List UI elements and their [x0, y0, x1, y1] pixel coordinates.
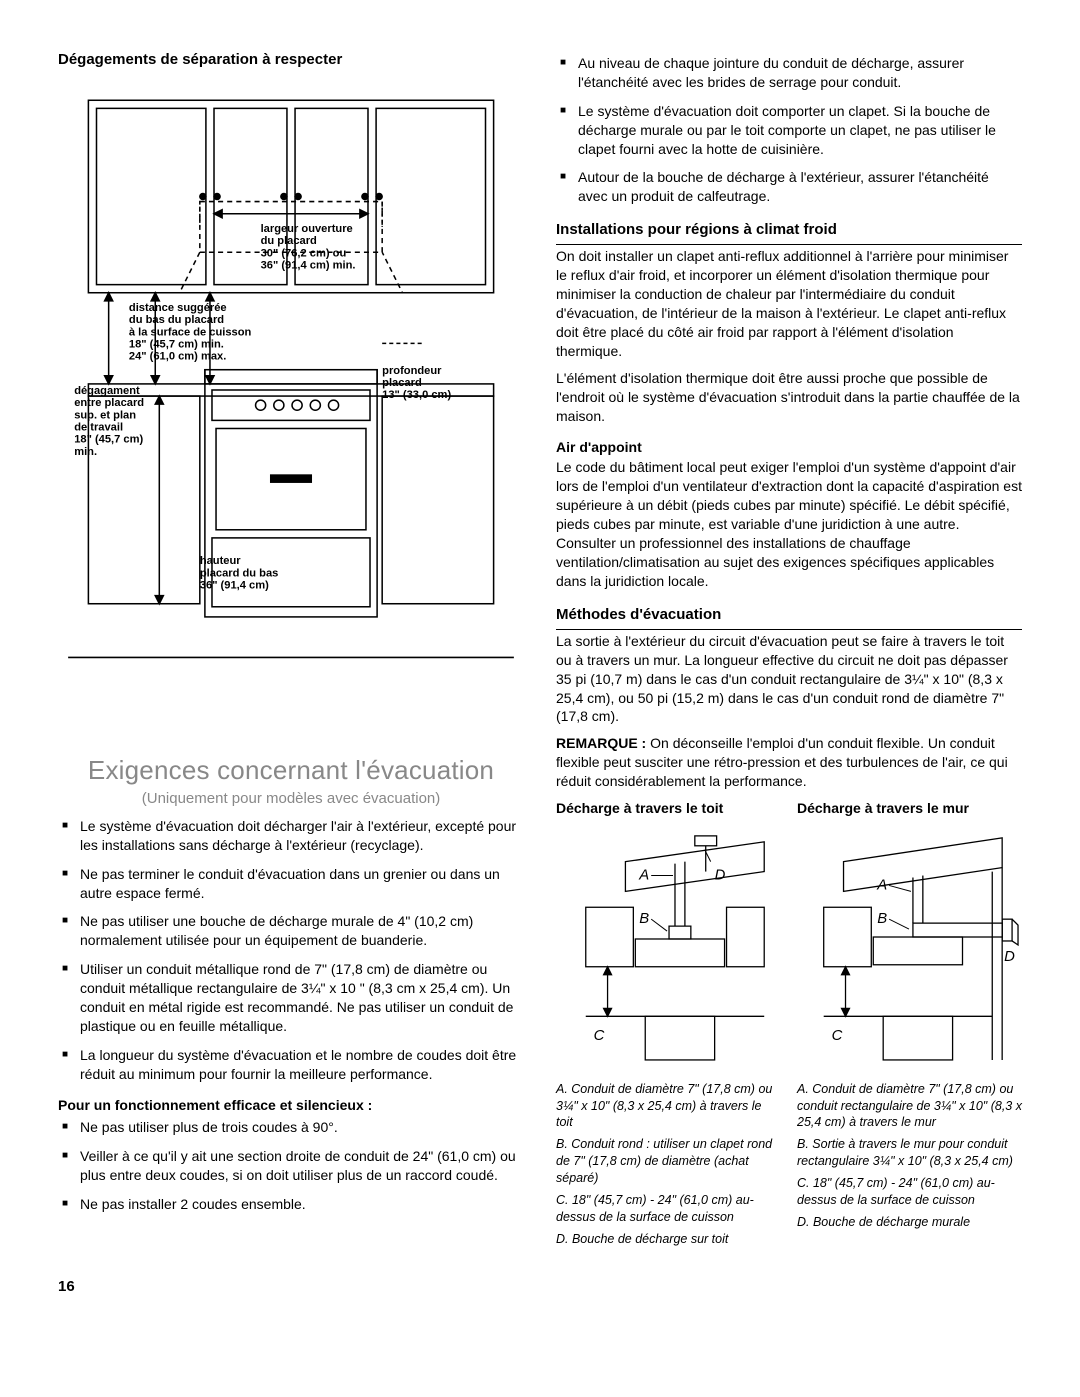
svg-text:D: D [1004, 949, 1015, 965]
legend-item: C. 18" (45,7 cm) - 24" (61,0 cm) au-dess… [556, 1192, 781, 1226]
clearance-diagram: largeur ouverture du placard 30" (76,2 c… [58, 80, 524, 733]
venting-diagrams: A D B C [556, 822, 1022, 1075]
page-number: 16 [58, 1277, 1022, 1297]
venting-methods-para: La sortie à l'extérieur du circuit d'éva… [556, 632, 1022, 726]
svg-text:C: C [594, 1028, 605, 1044]
bullet-item: La longueur du système d'évacuation et l… [58, 1046, 524, 1084]
cold-climate-heading: Installations pour régions à climat froi… [556, 220, 1022, 245]
remark-label: REMARQUE : [556, 735, 646, 751]
svg-text:13" (33,0 cm): 13" (33,0 cm) [382, 389, 451, 401]
bullet-item: Le système d'évacuation doit comporter u… [556, 102, 1022, 159]
bullet-item: Le système d'évacuation doit décharger l… [58, 817, 524, 855]
svg-text:entre placard: entre placard [74, 397, 144, 409]
svg-text:C: C [832, 1028, 843, 1044]
svg-text:distance suggérée: distance suggérée [129, 302, 227, 314]
makeup-air-para: Le code du bâtiment local peut exiger l'… [556, 458, 1022, 590]
svg-text:du bas du placard: du bas du placard [129, 314, 224, 326]
legends-row: A. Conduit de diamètre 7" (17,8 cm) ou 3… [556, 1081, 1022, 1253]
legend-item: C. 18" (45,7 cm) - 24" (61,0 cm) au-dess… [797, 1175, 1022, 1209]
roof-discharge-title: Décharge à travers le toit [556, 799, 781, 818]
svg-text:36" (91,4 cm): 36" (91,4 cm) [200, 580, 269, 592]
left-column: Dégagements de séparation à respecter [58, 50, 524, 1253]
wall-legend: A. Conduit de diamètre 7" (17,8 cm) ou c… [797, 1081, 1022, 1253]
svg-text:18" (45,7 cm): 18" (45,7 cm) [74, 434, 143, 446]
venting-requirements-title: Exigences concernant l'évacuation [58, 753, 524, 788]
svg-text:hauteur: hauteur [200, 555, 241, 567]
bullet-item: Ne pas terminer le conduit d'évacuation … [58, 865, 524, 903]
svg-text:placard du bas: placard du bas [200, 568, 279, 580]
bullet-item: Ne pas installer 2 coudes ensemble. [58, 1195, 524, 1214]
venting-bullets-1: Le système d'évacuation doit décharger l… [58, 817, 524, 1084]
legend-item: A. Conduit de diamètre 7" (17,8 cm) ou 3… [556, 1081, 781, 1132]
wall-discharge-title: Décharge à travers le mur [797, 799, 1022, 818]
cold-para-1: On doit installer un clapet anti-reflux … [556, 247, 1022, 360]
svg-text:du placard: du placard [261, 235, 317, 247]
legend-item: B. Conduit rond : utiliser un clapet ron… [556, 1136, 781, 1187]
clearances-heading: Dégagements de séparation à respecter [58, 50, 524, 70]
venting-subtitle: (Uniquement pour modèles avec évacuation… [58, 789, 524, 809]
bullet-item: Autour de la bouche de décharge à l'exté… [556, 168, 1022, 206]
bullet-item: Au niveau de chaque jointure du conduit … [556, 54, 1022, 92]
bullet-item: Utiliser un conduit métallique rond de 7… [58, 960, 524, 1036]
discharge-titles-row: Décharge à travers le toit Décharge à tr… [556, 799, 1022, 822]
svg-text:largeur ouverture: largeur ouverture [261, 223, 353, 235]
legend-item: B. Sortie à travers le mur pour conduit … [797, 1136, 1022, 1170]
svg-text:placard: placard [382, 377, 422, 389]
svg-text:36" (91,4 cm) min.: 36" (91,4 cm) min. [261, 260, 356, 272]
svg-text:B: B [639, 911, 649, 927]
svg-text:30" (76,2 cm) ou: 30" (76,2 cm) ou [261, 248, 347, 260]
svg-text:sup. et plan: sup. et plan [74, 410, 136, 422]
svg-text:18" (45,7 cm) min.: 18" (45,7 cm) min. [129, 339, 224, 351]
svg-text:profondeur: profondeur [382, 365, 442, 377]
makeup-air-heading: Air d'appoint [556, 438, 1022, 457]
svg-text:dégagament: dégagament [74, 385, 140, 397]
svg-text:A: A [876, 877, 887, 893]
bullet-item: Veiller à ce qu'il y ait une section dro… [58, 1147, 524, 1185]
svg-text:à la surface de cuisson: à la surface de cuisson [129, 327, 252, 339]
roof-legend: A. Conduit de diamètre 7" (17,8 cm) ou 3… [556, 1081, 781, 1253]
cold-para-2: L'élément d'isolation thermique doit êtr… [556, 369, 1022, 426]
legend-item: D. Bouche de décharge murale [797, 1214, 1022, 1231]
svg-text:D: D [715, 867, 726, 883]
legend-item: D. Bouche de décharge sur toit [556, 1231, 781, 1248]
venting-bullets-top: Au niveau de chaque jointure du conduit … [556, 54, 1022, 206]
bullet-item: Ne pas utiliser une bouche de décharge m… [58, 912, 524, 950]
svg-text:B: B [877, 911, 887, 927]
venting-methods-heading: Méthodes d'évacuation [556, 605, 1022, 630]
venting-bullets-2: Ne pas utiliser plus de trois coudes à 9… [58, 1118, 524, 1214]
svg-text:A: A [638, 867, 649, 883]
remark-para: REMARQUE : On déconseille l'emploi d'un … [556, 734, 1022, 791]
bullet-item: Ne pas utiliser plus de trois coudes à 9… [58, 1118, 524, 1137]
svg-text:min.: min. [74, 446, 97, 458]
efficient-heading: Pour un fonctionnement efficace et silen… [58, 1096, 524, 1115]
right-column: Au niveau de chaque jointure du conduit … [556, 50, 1022, 1253]
svg-text:24" (61,0 cm) max.: 24" (61,0 cm) max. [129, 351, 226, 363]
svg-text:de travail: de travail [74, 422, 123, 434]
legend-item: A. Conduit de diamètre 7" (17,8 cm) ou c… [797, 1081, 1022, 1132]
